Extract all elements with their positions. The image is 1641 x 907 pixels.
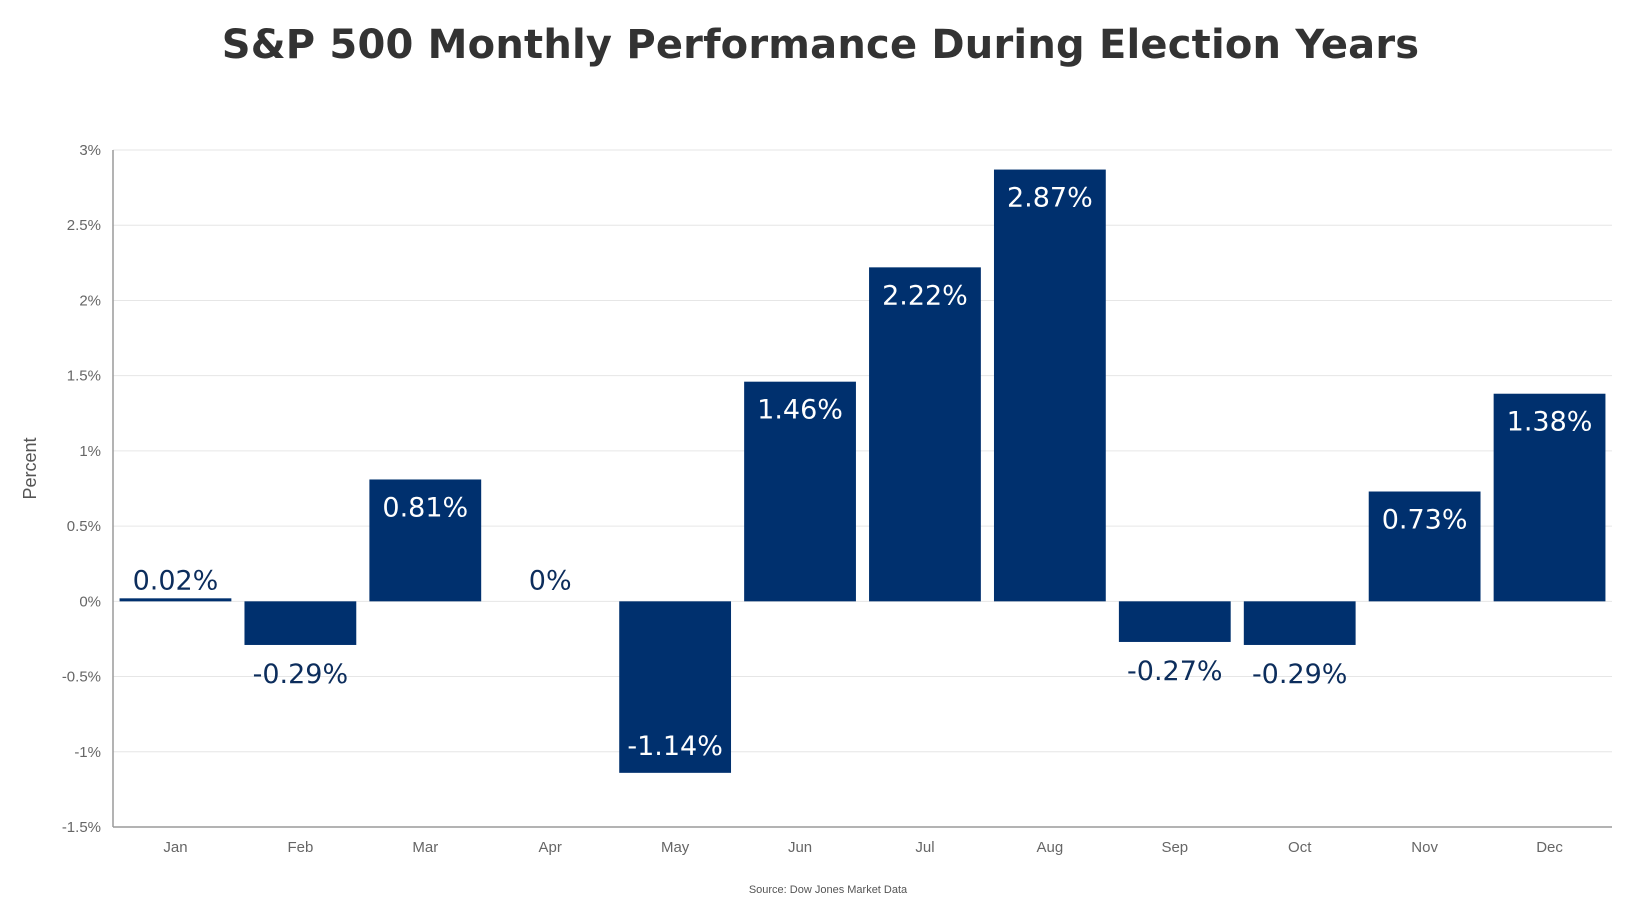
x-tick-label: Jan <box>163 839 187 856</box>
value-label-nov: 0.73% <box>1382 505 1468 536</box>
y-tick-label: 1.5% <box>67 368 101 385</box>
value-label-mar: 0.81% <box>382 492 468 523</box>
x-axis-ticks: Jan Feb Mar Apr May Jun Jul Aug Sep Oct Nov Dec <box>163 839 1563 856</box>
x-tick-label: Oct <box>1288 839 1312 856</box>
y-tick-label: 2.5% <box>67 217 101 234</box>
bar-aug <box>993 169 1106 602</box>
x-tick-label: Feb <box>287 839 313 856</box>
y-tick-label: -1% <box>74 744 101 761</box>
value-label-feb: -0.29% <box>253 659 349 690</box>
value-label-dec: 1.38% <box>1507 407 1593 438</box>
bar-dec <box>1493 393 1606 602</box>
bar-jun <box>744 381 856 602</box>
bar-sep <box>1118 601 1231 642</box>
x-tick-label: Nov <box>1411 839 1438 856</box>
y-tick-label: 1% <box>79 443 101 460</box>
value-label-jul: 2.22% <box>882 280 968 311</box>
source-note: Source: Dow Jones Market Data <box>749 884 908 896</box>
bar-mar <box>369 479 482 602</box>
grid-lines <box>113 149 1612 753</box>
y-tick-label: -1.5% <box>62 819 101 836</box>
value-label-may: -1.14% <box>627 731 723 762</box>
bar-jul <box>869 267 981 602</box>
value-label-apr: 0% <box>529 565 572 596</box>
bar-oct <box>1243 601 1356 645</box>
y-axis-title: Percent <box>20 437 40 499</box>
value-label-jan: 0.02% <box>133 565 219 596</box>
y-tick-label: 0% <box>79 593 101 610</box>
value-label-oct: -0.29% <box>1252 659 1348 690</box>
value-label-jun: 1.46% <box>757 395 843 426</box>
chart-title: S&P 500 Monthly Performance During Elect… <box>221 22 1420 68</box>
bar-may <box>619 601 732 773</box>
y-axis-ticks: 3% 2.5% 2% 1.5% 1% 0.5% 0% -0.5% -1% -1.5% <box>62 142 101 836</box>
x-tick-label: Aug <box>1037 839 1064 856</box>
x-tick-label: May <box>661 839 690 856</box>
x-tick-label: Jun <box>788 839 812 856</box>
x-tick-label: Sep <box>1161 839 1188 856</box>
x-tick-label: Mar <box>412 839 438 856</box>
y-tick-label: 2% <box>79 292 101 309</box>
y-tick-label: 0.5% <box>67 518 101 535</box>
value-label-aug: 2.87% <box>1007 183 1093 214</box>
y-tick-label: -0.5% <box>62 669 101 686</box>
bar-jan <box>119 598 232 602</box>
x-tick-label: Apr <box>539 839 562 856</box>
bar-nov <box>1368 491 1481 602</box>
bar-feb <box>244 601 357 645</box>
x-tick-label: Dec <box>1536 839 1563 856</box>
value-labels: 0.02% -0.29% 0.81% 0% -1.14% 1.46% 2.22% 2.87% -… <box>133 183 1593 762</box>
value-label-sep: -0.27% <box>1127 656 1223 687</box>
bars <box>119 169 1606 773</box>
x-tick-label: Jul <box>915 839 934 856</box>
y-tick-label: 3% <box>79 142 101 159</box>
